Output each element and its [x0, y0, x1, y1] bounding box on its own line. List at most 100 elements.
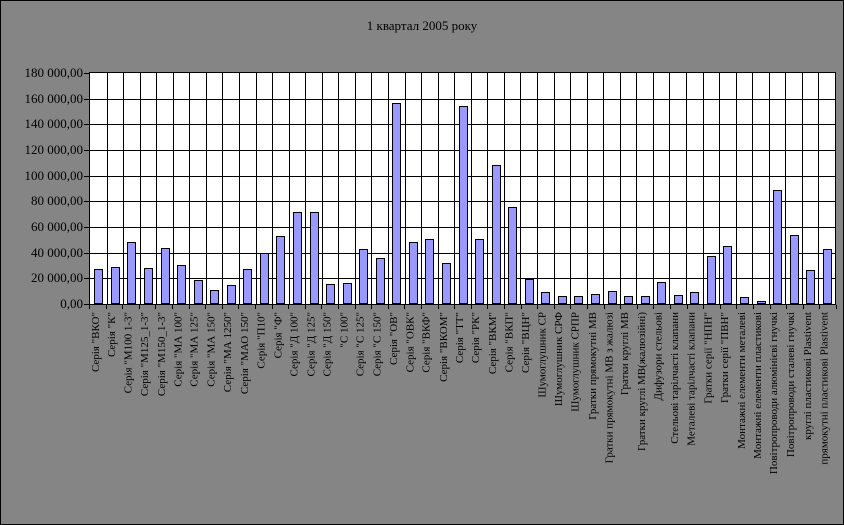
x-axis-category-label: Серія "МА 150" — [205, 312, 218, 387]
y-axis-tick — [84, 278, 89, 279]
x-axis-category-label: Шумоглушник СР — [536, 312, 549, 398]
x-axis-category-label: Серія "К" — [106, 312, 119, 358]
x-gridline — [156, 73, 157, 304]
x-gridline — [669, 73, 670, 304]
x-gridline — [487, 73, 488, 304]
bar — [591, 294, 600, 304]
bar — [94, 269, 103, 304]
x-axis-category-label: Серія "ОВ" — [387, 312, 400, 365]
bar — [723, 246, 732, 304]
bar — [624, 296, 633, 304]
x-gridline — [405, 73, 406, 304]
y-axis-tick-label: 180 000,00 — [24, 65, 84, 80]
bar — [359, 249, 368, 304]
plot-area — [89, 72, 836, 305]
x-gridline — [421, 73, 422, 304]
x-axis-tick — [637, 305, 638, 309]
bar — [674, 295, 683, 304]
y-axis-tick-label: 140 000,00 — [24, 116, 84, 131]
x-axis-category-label: Серія "ВКОМ" — [437, 312, 450, 382]
bar — [574, 296, 583, 304]
x-gridline — [818, 73, 819, 304]
bar — [525, 279, 534, 304]
bar — [260, 253, 269, 304]
x-axis-tick — [770, 305, 771, 309]
y-axis-tick — [84, 227, 89, 228]
x-axis-category-label: Стельові тарілчасті клапани — [669, 312, 682, 444]
x-gridline — [537, 73, 538, 304]
x-axis-category-label: Гратки серії "НПН" — [702, 312, 715, 404]
y-gridline — [90, 99, 835, 100]
x-axis-category-label: Серія "М125_1-3" — [139, 312, 152, 397]
x-axis-category-label: Повітропроводи сталеві гнучкі — [785, 312, 798, 458]
x-gridline — [239, 73, 240, 304]
x-axis-tick — [471, 305, 472, 309]
x-axis-tick — [155, 305, 156, 309]
x-axis-tick — [670, 305, 671, 309]
bar — [144, 268, 153, 304]
x-axis-tick — [122, 305, 123, 309]
x-gridline — [438, 73, 439, 304]
x-axis-category-label: Серія "Д 150" — [321, 312, 334, 377]
x-axis-category-label: Серія "П10" — [255, 312, 268, 369]
x-gridline — [520, 73, 521, 304]
x-axis-tick — [255, 305, 256, 309]
x-axis-tick — [537, 305, 538, 309]
x-axis-category-label: Гратки круглі МВ(жалюзійні) — [636, 312, 649, 451]
bar — [823, 249, 832, 304]
bar — [194, 280, 203, 304]
x-axis-category-label: Металеві тарілчасті клапани — [685, 312, 698, 446]
bar — [541, 292, 550, 304]
y-axis-tick — [84, 176, 89, 177]
y-axis-tick — [84, 253, 89, 254]
x-axis-tick — [504, 305, 505, 309]
x-gridline — [140, 73, 141, 304]
x-axis-category-label: прямокутні пластикові Plastivent — [818, 312, 831, 465]
y-axis-tick-label: 80 000,00 — [31, 193, 83, 208]
x-axis-tick — [653, 305, 654, 309]
x-axis-tick — [106, 305, 107, 309]
x-axis-category-label: Дифузори стельові — [652, 312, 665, 401]
y-axis-tick — [84, 304, 89, 305]
bar — [508, 207, 517, 304]
x-axis-tick — [487, 305, 488, 309]
bar — [740, 297, 749, 304]
x-axis-tick — [720, 305, 721, 309]
x-gridline — [222, 73, 223, 304]
bar — [641, 296, 650, 304]
x-axis-tick — [786, 305, 787, 309]
x-axis-tick — [338, 305, 339, 309]
x-axis-category-label: Серія "М150_1-3" — [156, 312, 168, 397]
x-axis-tick — [836, 305, 837, 309]
bar — [492, 165, 501, 304]
bar — [806, 270, 815, 304]
x-axis-category-label: Серія "Д 125" — [305, 312, 317, 377]
bar — [790, 235, 799, 304]
bar — [690, 292, 699, 304]
bar — [608, 291, 617, 304]
y-axis-tick-label: 160 000,00 — [24, 91, 84, 106]
x-axis-tick — [371, 305, 372, 309]
x-gridline — [355, 73, 356, 304]
x-axis-tick — [205, 305, 206, 309]
bar — [773, 190, 782, 304]
bar — [227, 285, 236, 304]
x-axis-category-label: Гратки серії "ПВН" — [718, 312, 731, 404]
x-gridline — [653, 73, 654, 304]
x-axis-category-label: Серія "Д 100" — [288, 312, 301, 377]
x-gridline — [570, 73, 571, 304]
bar — [243, 269, 252, 304]
bar — [459, 106, 468, 304]
x-axis-category-label: Серія "С 150" — [371, 312, 384, 377]
x-axis-tick — [554, 305, 555, 309]
x-axis-category-label: Серія "ТТ" — [454, 312, 466, 364]
x-axis-tick — [172, 305, 173, 309]
x-gridline — [107, 73, 108, 304]
x-gridline — [454, 73, 455, 304]
x-axis-tick — [321, 305, 322, 309]
bar — [558, 296, 567, 304]
x-gridline — [206, 73, 207, 304]
x-gridline — [686, 73, 687, 304]
chart-title: 1 квартал 2005 року — [366, 18, 478, 33]
